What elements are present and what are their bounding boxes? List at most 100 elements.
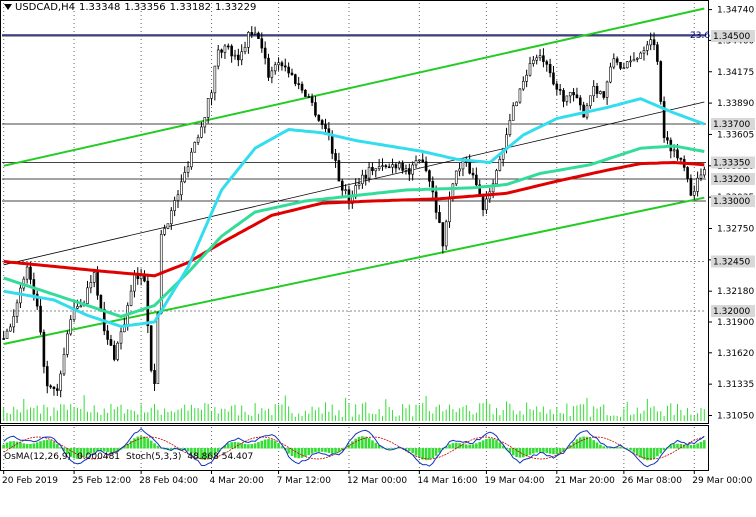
volume-bar <box>167 411 169 421</box>
osma-bar <box>200 448 203 460</box>
volume-bar <box>244 411 246 421</box>
volume-bar <box>519 410 521 421</box>
candle-body <box>247 32 250 48</box>
candle-body <box>267 57 270 78</box>
candle-body <box>562 90 565 102</box>
candle-body <box>428 170 431 182</box>
candle-body <box>216 49 220 67</box>
osma-bar <box>176 448 180 450</box>
candle-body <box>206 98 210 118</box>
osma-bar <box>52 441 56 449</box>
candle-body <box>277 62 280 66</box>
volume-bar <box>130 409 132 421</box>
volume-bar <box>157 409 159 421</box>
volume-bar <box>599 406 601 421</box>
volume-bar <box>492 414 494 421</box>
candle-body <box>99 294 103 310</box>
volume-bar <box>516 414 518 421</box>
osma-bar <box>377 445 381 449</box>
volume-bar <box>573 406 575 421</box>
volume-bar <box>449 404 451 421</box>
dropdown-triangle-icon[interactable] <box>4 4 12 10</box>
osma-bar <box>180 448 183 450</box>
candle-body <box>52 386 56 390</box>
volume-bar <box>452 409 454 421</box>
volume-bar <box>640 413 642 421</box>
osma-bar <box>270 439 274 449</box>
osma-bar <box>49 440 52 449</box>
volume-bar <box>539 411 541 421</box>
volume-bar <box>197 408 199 421</box>
volume-bar <box>700 407 702 421</box>
candle-body <box>294 74 297 84</box>
candle-body <box>367 167 371 179</box>
price-tick-label: 1.31620 <box>717 349 754 359</box>
volume-bar <box>16 409 18 421</box>
candle-body <box>253 32 257 35</box>
volume-bar <box>97 412 99 421</box>
price-tick-label: 1.34740 <box>717 6 754 16</box>
candle-body <box>280 62 284 67</box>
volume-bar <box>66 409 68 421</box>
candle-body <box>642 50 646 54</box>
volume-bar <box>83 395 85 421</box>
candle-body <box>451 183 455 198</box>
candle-body <box>521 81 525 90</box>
volume-bar <box>264 410 266 421</box>
osma-bar <box>19 442 22 449</box>
candle-body <box>605 81 609 98</box>
osma-bar <box>290 448 294 457</box>
osma-bar <box>558 448 562 454</box>
candle-body <box>186 166 190 173</box>
time-label: 29 Mar 00:00 <box>692 476 752 486</box>
volume-bar <box>227 411 229 421</box>
osma-bar <box>511 448 515 456</box>
osma-bar <box>126 443 130 449</box>
osma-bar <box>578 437 582 449</box>
candle-body <box>558 89 562 91</box>
candle-body <box>391 164 394 168</box>
osma-bar <box>32 443 36 449</box>
candle-body <box>703 169 706 176</box>
candle-body <box>595 86 599 94</box>
volume-bar <box>117 406 119 421</box>
candle-body <box>424 161 428 171</box>
volume-bar <box>526 402 528 421</box>
volume-bar <box>432 413 434 421</box>
volume-bar <box>180 408 182 421</box>
candle-body <box>511 105 515 121</box>
candle-body <box>12 316 16 328</box>
osma-bar <box>458 443 461 449</box>
osma-bar <box>518 448 522 458</box>
volume-bar <box>278 404 280 421</box>
candle-body <box>629 60 632 63</box>
candle-body <box>394 164 398 169</box>
volume-bar <box>623 408 625 421</box>
volume-bar <box>207 403 209 421</box>
volume-bar <box>405 408 407 421</box>
volume-bar <box>455 412 457 421</box>
volume-bar <box>643 410 645 421</box>
volume-bar <box>442 411 444 421</box>
volume-bar <box>221 408 223 421</box>
volume-bar <box>86 411 88 421</box>
candle-body <box>243 46 247 53</box>
volume-bar <box>365 402 367 421</box>
candle-body <box>317 114 321 121</box>
volume-bar <box>174 412 176 421</box>
osma-bar <box>277 443 280 449</box>
candle-body <box>156 312 160 384</box>
volume-bar <box>673 414 675 421</box>
volume-bar <box>435 406 437 421</box>
osma-bar <box>408 448 411 451</box>
candle-body <box>180 181 183 196</box>
candle-body <box>25 266 29 280</box>
candle-body <box>589 95 592 107</box>
symbol-label: USDCAD,H4 <box>15 2 75 13</box>
volume-bar <box>314 410 316 421</box>
osma-bar <box>354 438 357 449</box>
volume-bar <box>697 413 699 421</box>
osma-bar <box>692 444 696 449</box>
candle-body <box>320 120 324 125</box>
